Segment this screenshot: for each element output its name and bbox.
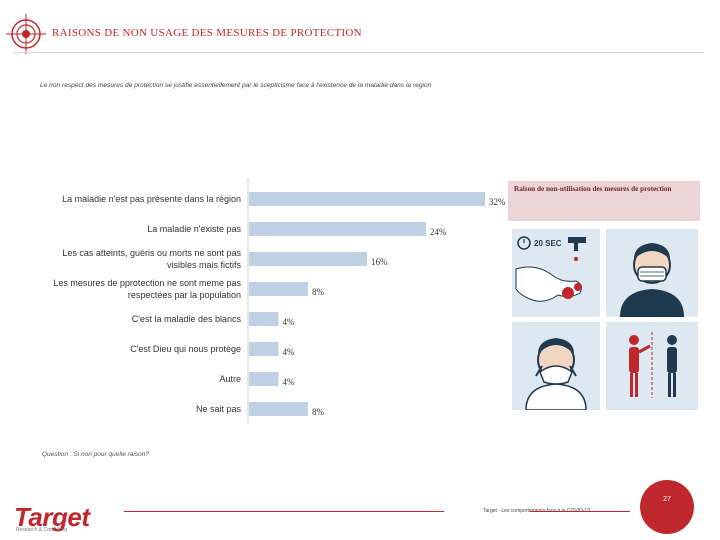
bar-value-label: 8% — [312, 287, 325, 297]
footer-divider-right — [530, 511, 630, 512]
brand-tagline: Research & Consulting — [16, 527, 68, 533]
bar — [249, 372, 279, 386]
face-mask-icon — [620, 243, 684, 317]
bar — [249, 402, 308, 416]
bar — [249, 342, 279, 356]
side-panel-header — [508, 181, 700, 221]
handwashing-icon: 20 SEC — [515, 236, 586, 302]
category-label: La maladie n'est pas présente dans la ré… — [62, 194, 241, 204]
reasons-bar-chart: La maladie n'est pas présente dans la ré… — [53, 178, 506, 424]
mask-tile — [606, 229, 698, 317]
category-label: Ne sait pas — [196, 404, 242, 414]
bar-value-label: 4% — [283, 347, 296, 357]
sneeze-icon — [525, 338, 587, 411]
slide-subtitle: Le non respect des mesures de protection… — [40, 82, 432, 89]
question-note: Question : Si non pour quelle raison? — [42, 451, 149, 458]
bar — [249, 312, 279, 326]
bar — [249, 222, 426, 236]
category-label: Les cas atteints, guéris ou morts ne son… — [62, 248, 241, 270]
target-crosshair-icon — [6, 14, 46, 54]
bar-value-label: 8% — [312, 407, 325, 417]
bar — [249, 192, 485, 206]
brand-logo: Target — [14, 502, 90, 532]
side-panel-title: Raison de non-utilisation des mesures de… — [514, 185, 672, 193]
bar-value-label: 32% — [489, 197, 506, 207]
bar-value-label: 4% — [283, 377, 296, 387]
page-title: RAISONS DE NON USAGE DES MESURES DE PROT… — [52, 27, 362, 39]
bar-value-label: 4% — [283, 317, 296, 327]
category-label: La maladie n'existe pas — [147, 224, 241, 234]
footer-divider-left — [124, 511, 444, 512]
bar-value-label: 24% — [430, 227, 447, 237]
timer-label: 20 SEC — [534, 239, 562, 248]
distancing-tile — [606, 322, 698, 410]
bar-value-label: 16% — [371, 257, 388, 267]
category-label: C'est Dieu qui nous protège — [130, 344, 241, 354]
bar — [249, 252, 367, 266]
category-label: Autre — [219, 374, 241, 384]
header-divider — [14, 52, 704, 53]
social-distance-icon — [629, 332, 677, 398]
category-label: C'est la maladie des blancs — [132, 314, 242, 324]
sneeze-tile — [512, 322, 600, 411]
page-number-badge — [640, 480, 694, 534]
bar — [249, 282, 308, 296]
handwashing-tile: 20 SEC — [512, 229, 600, 317]
category-label: Les mesures de pprotection ne sont meme … — [53, 278, 241, 300]
page-number: 27 — [663, 496, 671, 503]
